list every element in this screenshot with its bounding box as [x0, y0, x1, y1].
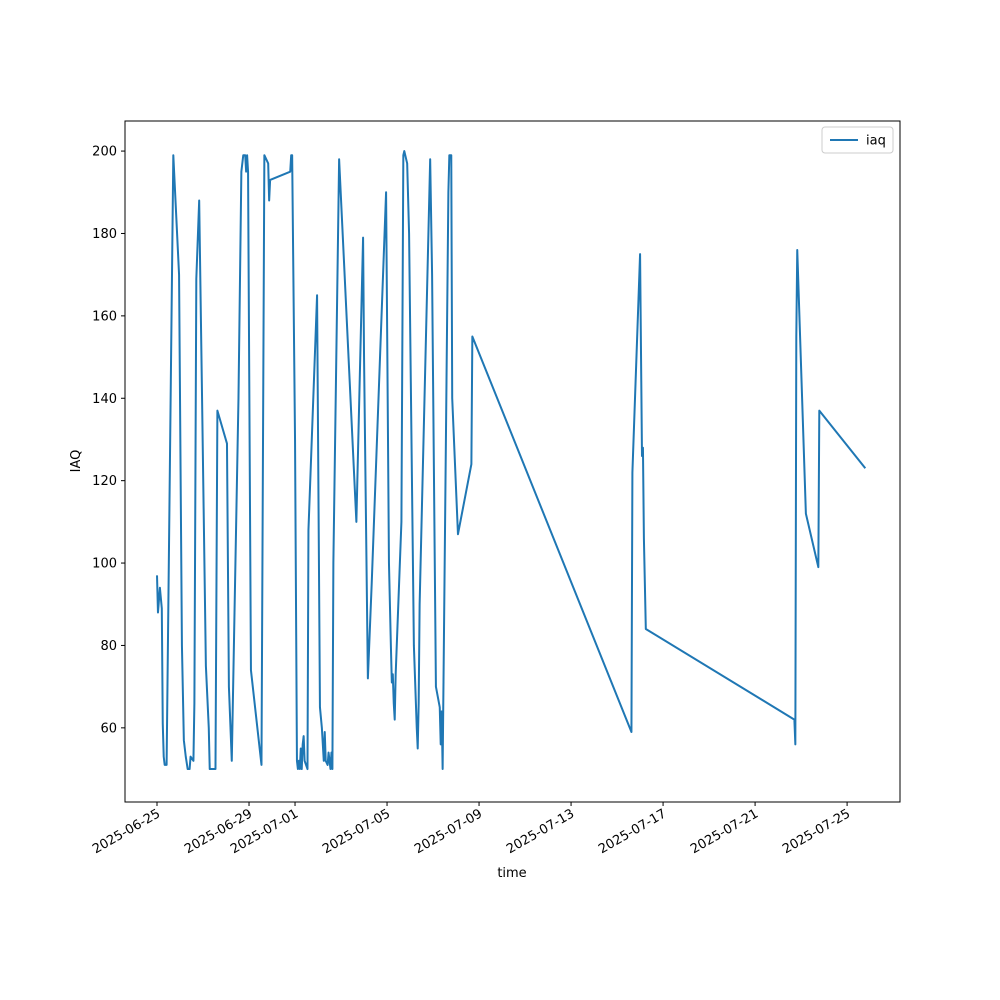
legend: iaq [821, 126, 894, 154]
y-tick-label: 180 [92, 227, 117, 242]
y-tick-label: 100 [92, 557, 117, 572]
y-axis-label: IAQ [69, 450, 84, 473]
y-tick-label: 60 [100, 721, 117, 736]
y-tick-label: 160 [92, 309, 117, 324]
data-line [156, 150, 867, 771]
y-tick-label: 120 [92, 474, 117, 489]
y-tick-label: 140 [92, 392, 117, 407]
y-tick-label: 200 [92, 145, 117, 160]
x-axis-label: time [497, 866, 526, 881]
legend-label: iaq [866, 134, 886, 149]
axes-frame [124, 120, 901, 803]
y-tick-label: 80 [100, 639, 117, 654]
